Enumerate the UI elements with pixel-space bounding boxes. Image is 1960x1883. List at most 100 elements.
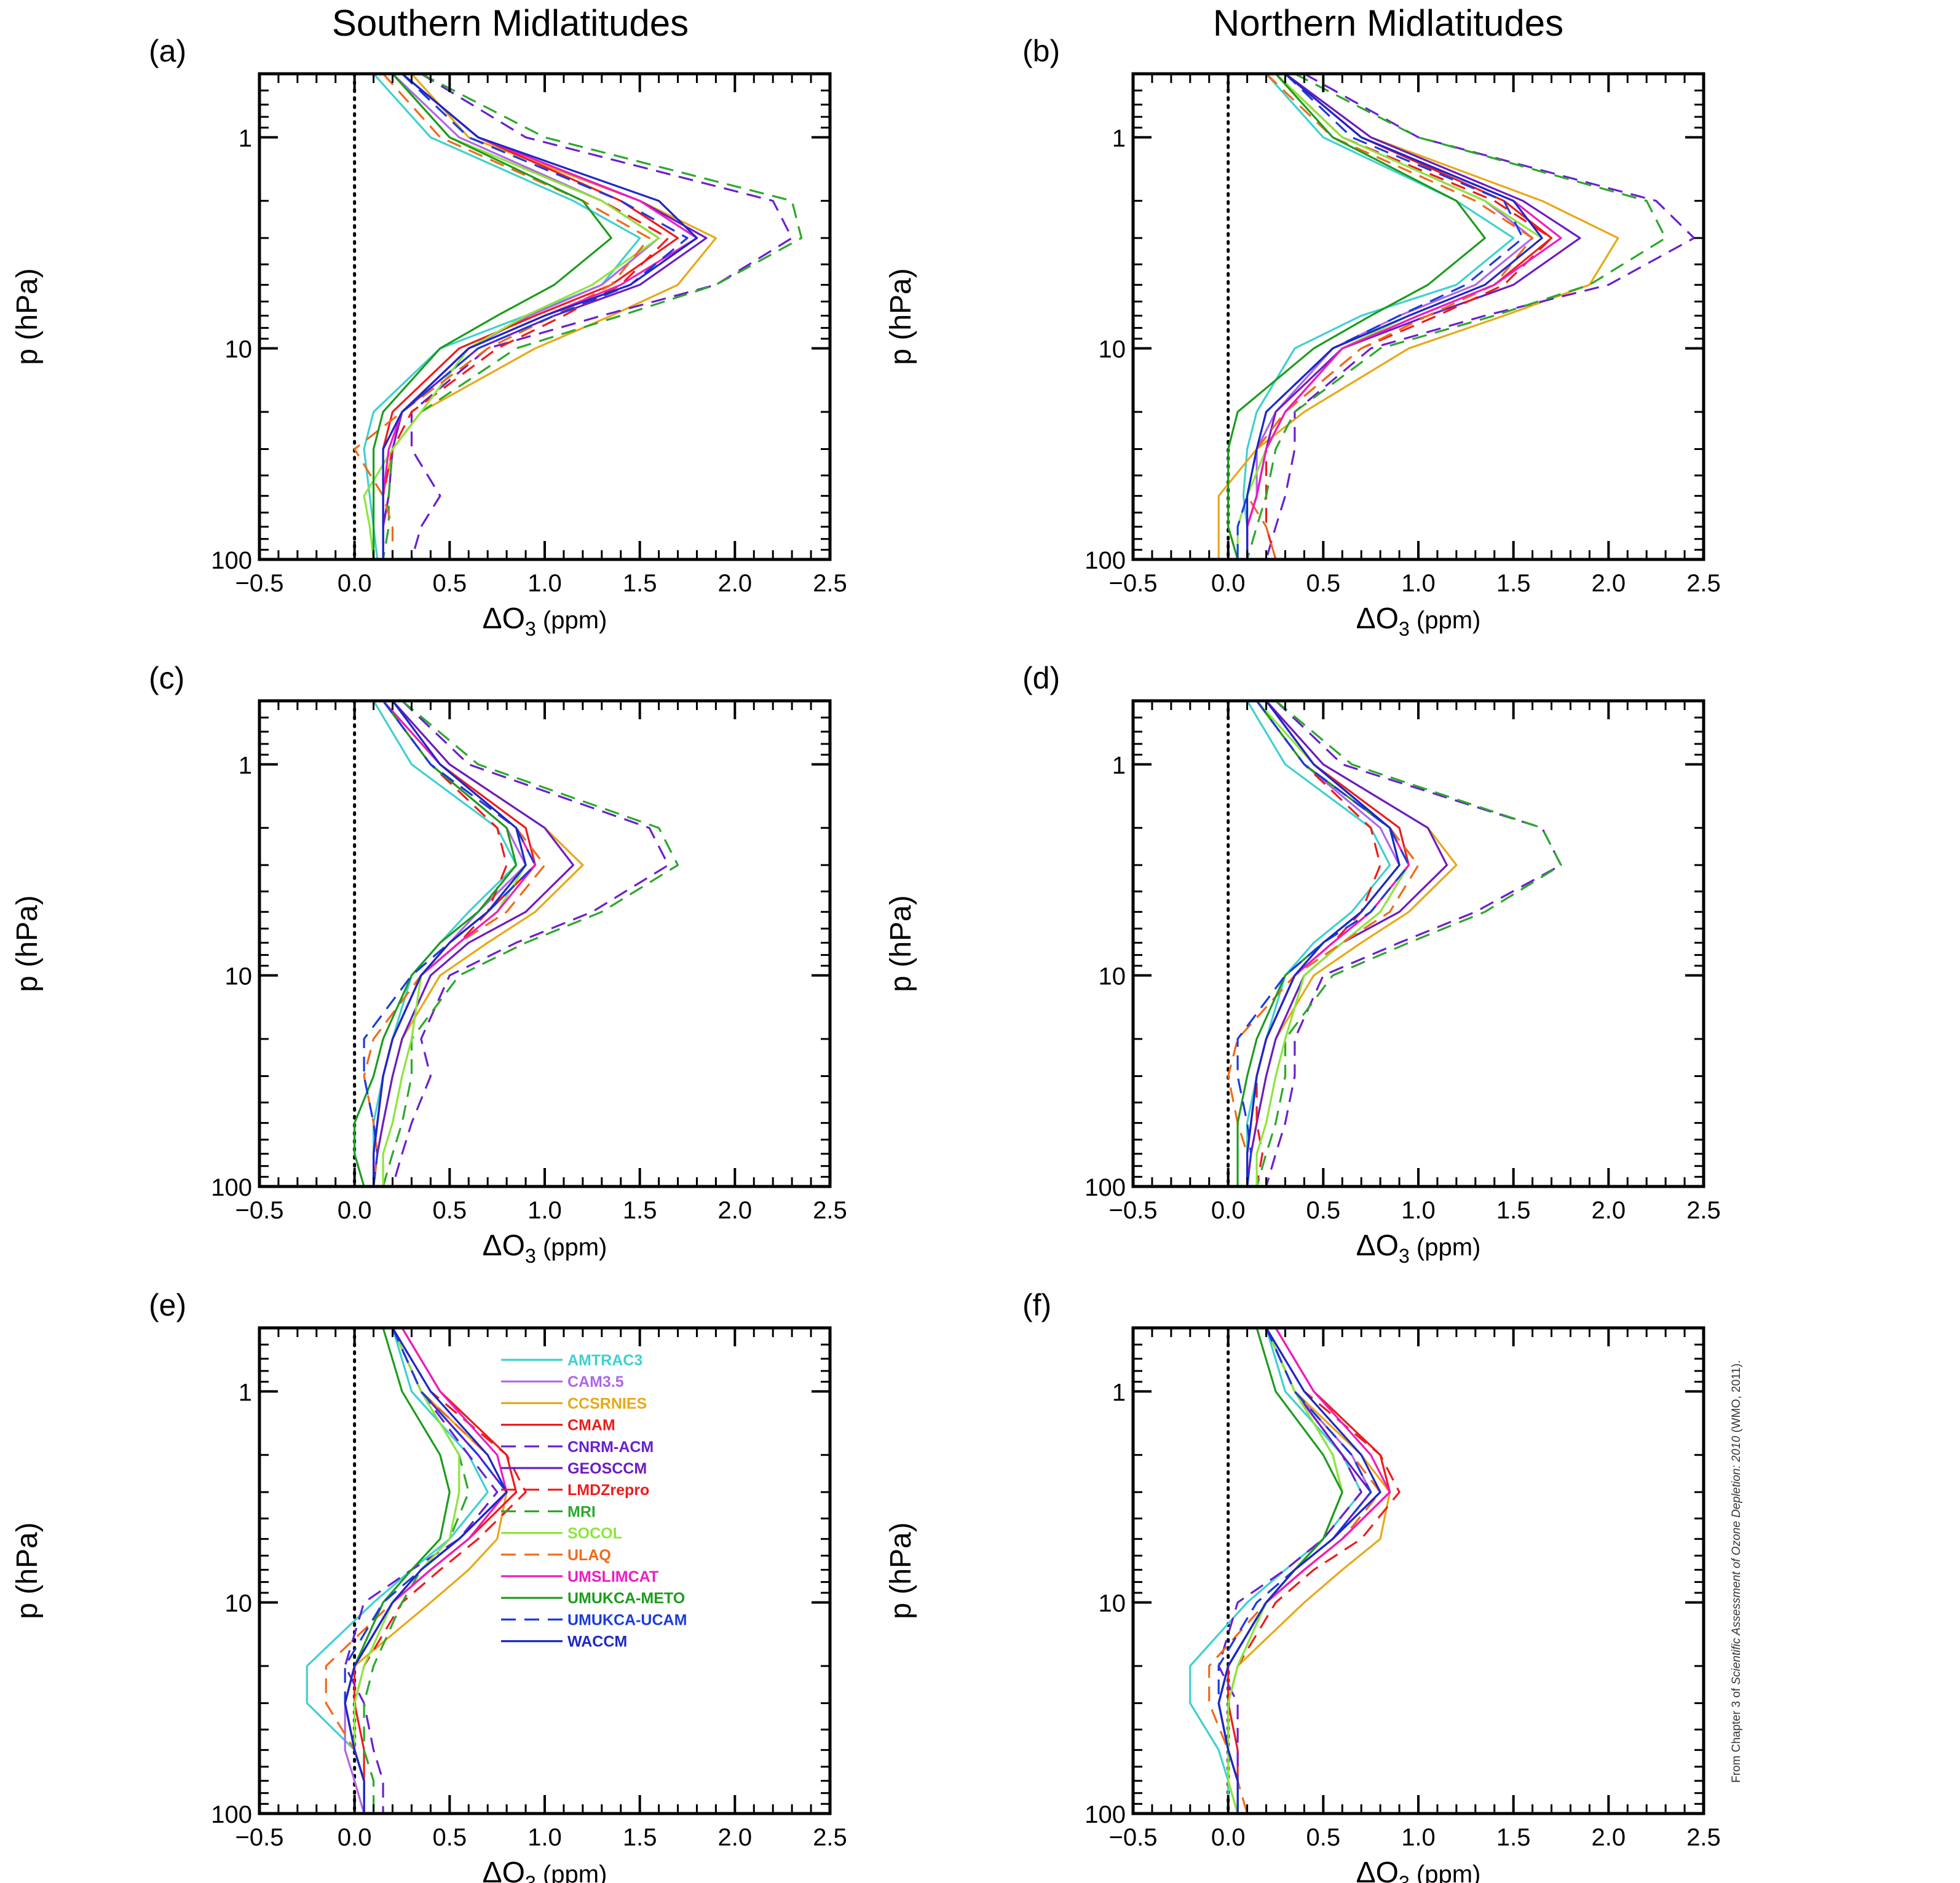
- panel-a: −0.5 0.0 0.5 1.0 1.5 2.0 2.5 1 10 100 (a) ΔO3 (ppm)…: [11, 34, 847, 640]
- series-line-a-cnrm-acm: [410, 74, 793, 559]
- legend-label-cnrm-acm: CNRM-ACM: [567, 1439, 654, 1456]
- x-tick-label-c: 2.0: [718, 1197, 753, 1224]
- panel-label-d: (d): [1022, 661, 1060, 695]
- series-line-c-mri: [382, 701, 679, 1186]
- x-tick-label-e: 2.0: [718, 1824, 753, 1851]
- legend-label-umslimcat: UMSLIMCAT: [567, 1568, 658, 1585]
- x-tick-label-b: 2.0: [1592, 570, 1626, 597]
- x-axis-label-e: ΔO3 (ppm): [483, 1857, 607, 1883]
- series-group-e: [306, 1328, 527, 1814]
- x-tick-label-e: 0.5: [433, 1824, 467, 1851]
- series-group-f: [1189, 1328, 1401, 1814]
- series-line-a-umukca-meto: [372, 74, 612, 559]
- x-tick-label-a: 0.0: [338, 570, 372, 597]
- y-tick-label-a: 10: [225, 336, 253, 363]
- x-axis-label-b: ΔO3 (ppm): [1356, 602, 1481, 640]
- y-axis-label-e: p (hPa): [11, 1522, 44, 1619]
- series-line-b-umukca-ucam: [1236, 74, 1524, 559]
- series-line-a-amtrac3: [363, 74, 641, 559]
- x-axis-label-f: ΔO3 (ppm): [1356, 1857, 1481, 1883]
- source-note-suffix: (WMO, 2011).: [1730, 1360, 1743, 1436]
- x-tick-label-a: 2.5: [813, 570, 847, 597]
- y-axis-label-d: p (hPa): [885, 895, 917, 992]
- x-tick-label-c: 1.5: [623, 1197, 657, 1224]
- series-group-a: [354, 74, 803, 559]
- panel-d: −0.5 0.0 0.5 1.0 1.5 2.0 2.5 1 10 100 (d) ΔO3 (ppm)…: [885, 661, 1721, 1267]
- source-note: From Chapter 3 of Scientific Assessment …: [1730, 1360, 1743, 1783]
- series-line-b-mri: [1246, 74, 1667, 559]
- column-title-northern: Northern Midlatitudes: [1213, 2, 1563, 44]
- x-axis-label-a: ΔO3 (ppm): [483, 602, 607, 640]
- legend-label-socol: SOCOL: [567, 1525, 622, 1542]
- y-tick-label-e: 10: [225, 1590, 253, 1617]
- series-line-b-ulaq: [1246, 74, 1534, 559]
- x-tick-label-d: 1.5: [1496, 1197, 1531, 1224]
- y-tick-label-c: 10: [225, 963, 253, 990]
- series-line-c-geosccm: [373, 701, 575, 1186]
- y-tick-label-b: 1: [1112, 125, 1126, 152]
- series-line-a-ccsrnies: [382, 74, 717, 559]
- series-line-c-waccm: [372, 701, 527, 1186]
- x-tick-label-f: 2.0: [1592, 1824, 1626, 1851]
- legend: AMTRAC3 CAM3.5 CCSRNIES CMAM CNRM-ACM GEOSCCM…: [501, 1352, 687, 1651]
- x-tick-label-e: 1.5: [623, 1824, 657, 1851]
- series-line-e-amtrac3: [306, 1328, 489, 1814]
- series-line-c-cmam: [372, 701, 537, 1186]
- x-tick-label-e: 0.0: [338, 1824, 372, 1851]
- x-tick-label-d: −0.5: [1109, 1197, 1158, 1224]
- y-tick-label-e: 100: [211, 1801, 252, 1828]
- x-tick-label-c: 0.5: [433, 1197, 467, 1224]
- x-tick-label-c: −0.5: [235, 1197, 284, 1224]
- legend-label-ulaq: ULAQ: [567, 1547, 611, 1564]
- series-line-b-geosccm: [1246, 74, 1581, 559]
- series-line-d-waccm: [1246, 701, 1401, 1186]
- series-group-b: [1217, 74, 1696, 559]
- series-line-d-cnrm-acm: [1265, 701, 1562, 1186]
- y-tick-label-a: 100: [211, 547, 252, 574]
- column-title-southern: Southern Midlatitudes: [332, 2, 689, 44]
- panel-label-e: (e): [149, 1288, 186, 1322]
- y-tick-label-f: 1: [1112, 1379, 1126, 1406]
- series-line-c-umukca-meto: [354, 701, 518, 1186]
- series-line-c-ulaq: [363, 701, 546, 1186]
- x-tick-label-d: 0.5: [1306, 1197, 1341, 1224]
- series-line-d-umslimcat: [1246, 701, 1410, 1186]
- y-tick-label-b: 100: [1085, 547, 1126, 574]
- series-line-b-waccm: [1246, 74, 1543, 559]
- x-tick-label-c: 0.0: [338, 1197, 372, 1224]
- panel-label-c: (c): [149, 661, 184, 695]
- series-line-f-amtrac3: [1189, 1328, 1362, 1814]
- series-line-b-umukca-meto: [1227, 74, 1486, 559]
- panel-e: −0.5 0.0 0.5 1.0 1.5 2.0 2.5 1 10 100 (e) ΔO3 (ppm)…: [11, 1288, 847, 1883]
- x-tick-label-b: 0.0: [1211, 570, 1246, 597]
- y-tick-label-c: 1: [239, 752, 252, 779]
- series-line-f-cnrm-acm: [1217, 1328, 1362, 1814]
- legend-label-cam3.5: CAM3.5: [567, 1373, 624, 1391]
- x-tick-label-a: 2.0: [718, 570, 753, 597]
- source-note-prefix: From Chapter 3 of: [1730, 1685, 1743, 1783]
- source-note-title: Scientific Assessment of Ozone Depletion…: [1730, 1435, 1743, 1684]
- series-group-c: [354, 701, 679, 1186]
- legend-label-waccm: WACCM: [567, 1633, 627, 1651]
- panel-b: −0.5 0.0 0.5 1.0 1.5 2.0 2.5 1 10 100 (b) ΔO3 (ppm)…: [885, 34, 1721, 640]
- x-tick-label-b: 1.0: [1401, 570, 1436, 597]
- y-axis-label-a: p (hPa): [11, 268, 44, 365]
- y-axis-label-c: p (hPa): [11, 895, 44, 992]
- series-line-e-umukca-ucam: [344, 1328, 508, 1814]
- x-axis-label-d: ΔO3 (ppm): [1356, 1230, 1481, 1267]
- x-tick-label-a: 1.5: [623, 570, 657, 597]
- series-line-b-ccsrnies: [1217, 74, 1619, 559]
- legend-label-ccsrnies: CCSRNIES: [567, 1395, 647, 1412]
- x-tick-label-c: 1.0: [528, 1197, 562, 1224]
- panel-label-f: (f): [1022, 1288, 1051, 1322]
- series-line-e-umukca-meto: [344, 1328, 451, 1814]
- series-line-d-cmam: [1246, 701, 1410, 1186]
- legend-label-mri: MRI: [567, 1503, 596, 1520]
- series-line-c-umukca-ucam: [363, 701, 537, 1186]
- legend-label-umukca-meto: UMUKCA-METO: [567, 1590, 685, 1607]
- x-tick-label-f: 1.0: [1401, 1824, 1436, 1851]
- x-tick-label-e: 2.5: [813, 1824, 847, 1851]
- x-tick-label-b: 0.5: [1306, 570, 1341, 597]
- series-line-f-ccsrnies: [1227, 1328, 1391, 1814]
